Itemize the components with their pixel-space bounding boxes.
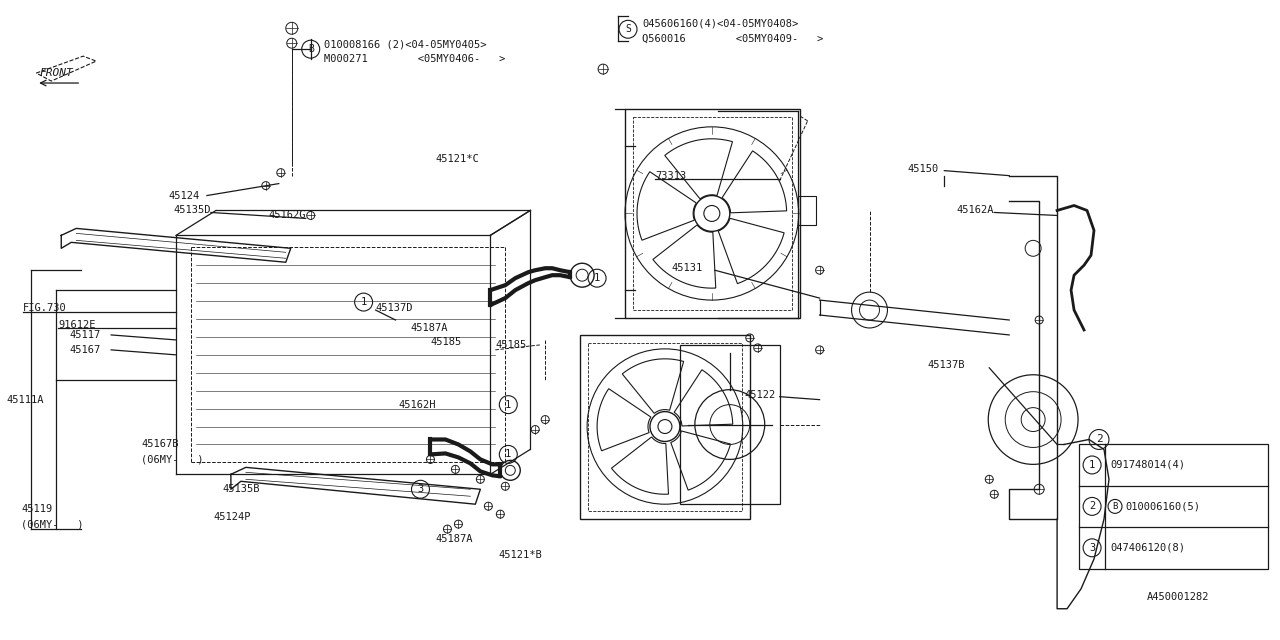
Text: B: B [1112, 502, 1117, 511]
Bar [634, 117, 791, 310]
Text: A450001282: A450001282 [1147, 592, 1210, 602]
Text: 45167: 45167 [69, 345, 101, 355]
Text: 2: 2 [1089, 501, 1096, 511]
Bar [588, 343, 742, 511]
Text: 45111A: 45111A [6, 395, 44, 404]
Text: 45167B: 45167B [141, 440, 179, 449]
Text: 45117: 45117 [69, 330, 101, 340]
Text: 45121*C: 45121*C [435, 154, 479, 164]
Text: 091748014(4): 091748014(4) [1110, 460, 1185, 470]
Text: 047406120(8): 047406120(8) [1110, 543, 1185, 553]
Text: FIG.730: FIG.730 [23, 303, 67, 313]
Text: (06MY-   ): (06MY- ) [22, 519, 84, 529]
Text: 45135B: 45135B [223, 484, 260, 494]
Bar [680, 345, 780, 504]
Text: 045606160(4)<04-05MY0408>: 045606160(4)<04-05MY0408> [643, 19, 799, 28]
Text: 45119: 45119 [22, 504, 52, 514]
Text: M000271        <05MY0406-   >: M000271 <05MY0406- > [324, 54, 504, 64]
Text: 45162H: 45162H [398, 399, 436, 410]
Text: (06MY-   ): (06MY- ) [141, 454, 204, 465]
Text: 2: 2 [1096, 435, 1102, 444]
Text: 45135D: 45135D [173, 205, 210, 216]
Text: 45131: 45131 [672, 263, 703, 273]
Text: 45124: 45124 [168, 191, 200, 200]
Text: Q560016        <05MY0409-   >: Q560016 <05MY0409- > [643, 33, 823, 44]
Text: 45137D: 45137D [375, 303, 413, 313]
Text: 45162A: 45162A [956, 205, 993, 216]
Bar [1079, 444, 1268, 568]
Text: 010008166 (2)<04-05MY0405>: 010008166 (2)<04-05MY0405> [324, 39, 486, 49]
Text: 1: 1 [506, 449, 512, 460]
Text: 45187A: 45187A [435, 534, 472, 544]
Text: 010006160(5): 010006160(5) [1125, 501, 1201, 511]
Text: 45187A: 45187A [411, 323, 448, 333]
Text: B: B [307, 44, 314, 54]
Text: 45137B: 45137B [928, 360, 965, 370]
Text: 45124P: 45124P [214, 512, 251, 522]
Text: 45185: 45185 [495, 340, 526, 350]
Text: 45150: 45150 [908, 164, 938, 173]
Text: 1: 1 [506, 399, 512, 410]
Text: FRONT: FRONT [40, 68, 73, 78]
Text: 45121*B: 45121*B [498, 550, 541, 560]
Text: 1: 1 [361, 297, 367, 307]
Text: 45162G: 45162G [269, 211, 306, 220]
Text: 91612E: 91612E [59, 320, 96, 330]
Text: S: S [625, 24, 631, 35]
Bar [625, 109, 800, 318]
Text: 1: 1 [1089, 460, 1096, 470]
Text: 3: 3 [417, 484, 424, 494]
Bar [580, 335, 750, 519]
Bar [797, 196, 815, 225]
Text: 73313: 73313 [655, 171, 686, 180]
Text: 3: 3 [1089, 543, 1096, 553]
Text: 45185: 45185 [430, 337, 462, 347]
Text: 1: 1 [594, 273, 600, 283]
Text: 45122: 45122 [745, 390, 776, 399]
